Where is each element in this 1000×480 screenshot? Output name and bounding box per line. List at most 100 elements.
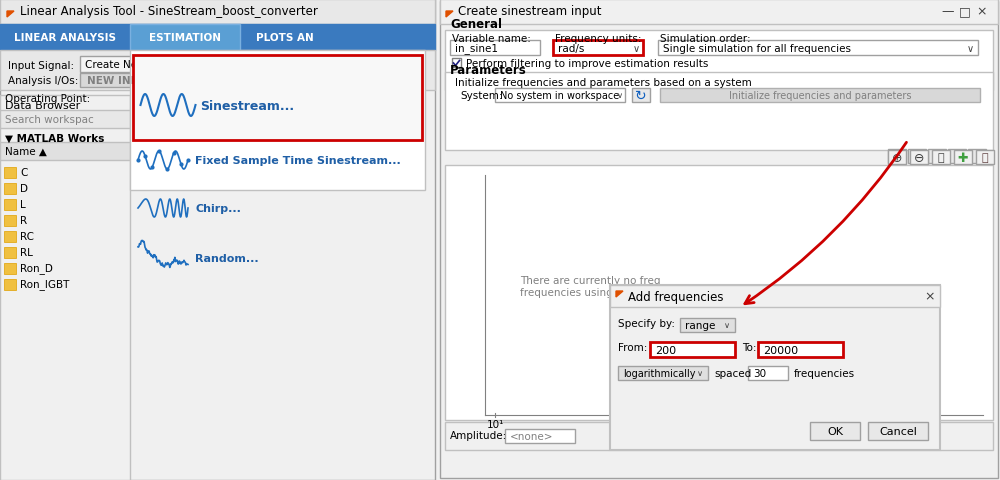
Bar: [658, 41, 978, 56]
Text: Cancel: Cancel: [879, 426, 917, 436]
Text: ×: ×: [925, 290, 935, 303]
Bar: [868, 422, 928, 440]
Text: ∨: ∨: [697, 369, 703, 378]
Text: Random...: Random...: [195, 253, 259, 264]
Bar: [908, 150, 926, 164]
Bar: [888, 150, 906, 164]
Bar: [4, 184, 16, 194]
Bar: [954, 151, 972, 165]
Text: ×: ×: [977, 5, 987, 18]
Bar: [4, 264, 16, 275]
FancyArrowPatch shape: [745, 143, 906, 304]
Bar: [618, 366, 708, 380]
Text: Search workspac: Search workspac: [5, 115, 94, 125]
Text: To:: To:: [742, 342, 757, 352]
Text: RL: RL: [20, 248, 33, 257]
Bar: [748, 366, 788, 380]
Text: NEW INPUT: NEW INPUT: [87, 76, 154, 86]
Text: Linear Analysis Tool - SineStream_boost_converter: Linear Analysis Tool - SineStream_boost_…: [20, 5, 318, 18]
Text: Sinestream...: Sinestream...: [200, 99, 294, 112]
Text: LINEAR ANALYSIS: LINEAR ANALYSIS: [14, 33, 116, 43]
Text: Perform filtering to improve estimation results: Perform filtering to improve estimation …: [466, 59, 708, 69]
Text: Chirp...: Chirp...: [195, 204, 241, 214]
Text: frequencies: frequencies: [794, 368, 855, 378]
Bar: [932, 151, 950, 165]
Text: ⊖: ⊖: [914, 151, 924, 164]
Text: From:: From:: [618, 342, 647, 352]
Bar: [495, 89, 625, 103]
Text: Initialize frequencies and parameters: Initialize frequencies and parameters: [729, 91, 911, 101]
Polygon shape: [7, 12, 14, 18]
Bar: [650, 342, 735, 357]
Text: Name ▲: Name ▲: [5, 147, 47, 156]
Text: ↻: ↻: [635, 89, 647, 103]
Text: No system in workspace: No system in workspace: [500, 91, 619, 101]
Text: 200: 200: [655, 345, 676, 355]
Text: R: R: [20, 216, 27, 226]
Bar: [976, 151, 994, 165]
Text: frequencies using add butt: frequencies using add butt: [520, 288, 660, 298]
Bar: [0, 0, 435, 480]
Text: ✚: ✚: [958, 151, 968, 164]
Bar: [758, 342, 843, 357]
Bar: [130, 25, 240, 51]
Text: Fixed Sample Time Sinestream...: Fixed Sample Time Sinestream...: [195, 156, 401, 166]
Text: ▼ MATLAB Works: ▼ MATLAB Works: [5, 134, 104, 144]
Bar: [445, 31, 993, 91]
Text: Amplitude:: Amplitude:: [450, 430, 507, 440]
Bar: [80, 57, 160, 73]
Bar: [948, 150, 966, 164]
Text: Variable name:: Variable name:: [452, 34, 531, 44]
Text: Ron_IGBT: Ron_IGBT: [20, 279, 69, 290]
Text: OK: OK: [827, 426, 843, 436]
Bar: [445, 422, 993, 450]
Text: 10¹: 10¹: [486, 419, 504, 429]
Text: Frequency units:: Frequency units:: [555, 34, 642, 44]
Bar: [0, 111, 130, 129]
Text: General: General: [450, 18, 502, 31]
Text: RC: RC: [20, 231, 34, 241]
Text: Single simulation for all frequencies: Single simulation for all frequencies: [663, 44, 851, 54]
Text: Input Signal:: Input Signal:: [8, 61, 74, 71]
Bar: [0, 25, 435, 51]
Text: Number of periods:: Number of periods:: [640, 430, 741, 440]
Bar: [810, 422, 860, 440]
Bar: [440, 0, 998, 25]
Text: —: —: [942, 5, 954, 18]
Text: C: C: [20, 168, 27, 178]
Text: <none>: <none>: [775, 431, 818, 441]
Text: Analysis I/Os:: Analysis I/Os:: [8, 76, 78, 86]
Text: in_sine1: in_sine1: [455, 44, 498, 54]
Text: ⊕: ⊕: [892, 151, 902, 164]
Bar: [553, 41, 643, 56]
Text: Create New ▾: Create New ▾: [85, 60, 155, 70]
Bar: [450, 41, 540, 56]
Text: <none>: <none>: [510, 431, 554, 441]
Bar: [610, 286, 940, 450]
Text: 🗑: 🗑: [982, 153, 988, 163]
Text: Parameters: Parameters: [450, 64, 527, 77]
Bar: [445, 166, 993, 420]
Bar: [4, 279, 16, 290]
Bar: [4, 248, 16, 258]
Text: rad/s: rad/s: [558, 44, 584, 54]
Bar: [660, 89, 980, 103]
Text: □: □: [959, 5, 971, 18]
Bar: [130, 51, 425, 191]
Text: PLOTS AN: PLOTS AN: [256, 33, 314, 43]
Text: System:: System:: [460, 91, 503, 101]
Polygon shape: [616, 291, 623, 298]
Text: Initialize frequencies and parameters based on a system: Initialize frequencies and parameters ba…: [455, 78, 752, 88]
Bar: [445, 73, 993, 151]
Bar: [0, 0, 435, 25]
Text: range: range: [685, 320, 715, 330]
Text: ∨: ∨: [632, 44, 640, 54]
Polygon shape: [446, 12, 453, 18]
Bar: [0, 96, 130, 480]
Text: logarithmically: logarithmically: [623, 368, 696, 378]
Text: 20000: 20000: [763, 345, 798, 355]
Text: ✋: ✋: [938, 153, 944, 163]
Text: Specify by:: Specify by:: [618, 318, 675, 328]
Bar: [968, 150, 986, 164]
Bar: [4, 200, 16, 211]
